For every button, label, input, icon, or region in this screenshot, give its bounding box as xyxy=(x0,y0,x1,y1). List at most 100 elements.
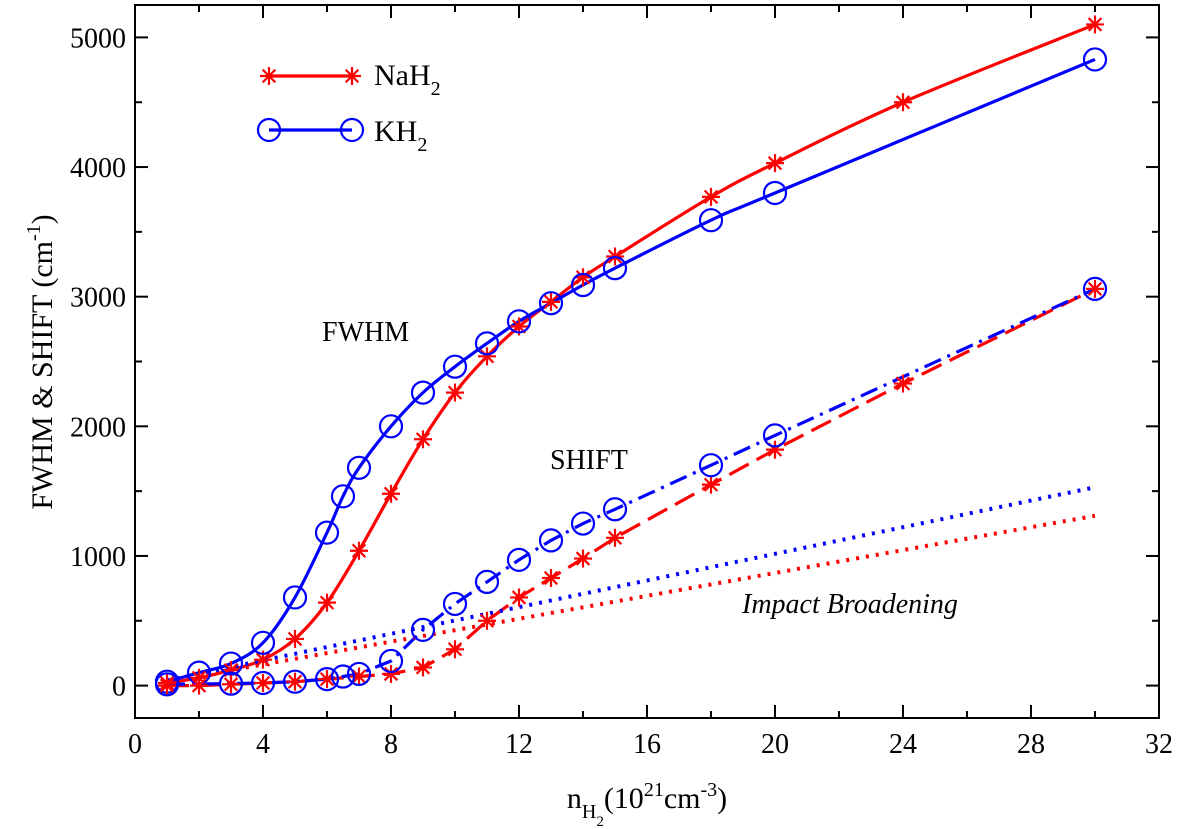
star-marker xyxy=(542,292,560,311)
series-line xyxy=(166,57,1096,684)
series-line xyxy=(166,287,1096,686)
star-marker xyxy=(478,347,496,366)
x-tick-label: 12 xyxy=(505,729,533,760)
circle-marker xyxy=(442,591,468,617)
circle-marker xyxy=(762,423,788,448)
star-marker xyxy=(574,268,592,287)
circle-marker xyxy=(378,648,404,674)
circle-marker xyxy=(410,617,436,642)
series-line xyxy=(166,485,1096,683)
circle-marker xyxy=(250,630,276,655)
star-marker xyxy=(766,154,784,173)
star-marker xyxy=(350,667,368,686)
x-tick-label: 24 xyxy=(889,729,917,760)
circle-marker xyxy=(346,455,372,480)
star-marker xyxy=(318,593,336,612)
circle-marker xyxy=(698,453,724,478)
x-tick-label: 20 xyxy=(761,729,789,760)
star-marker xyxy=(510,588,528,607)
series-lines xyxy=(166,22,1096,688)
annotation-shift: SHIFT xyxy=(550,445,628,476)
y-tick-label: 0 xyxy=(112,672,126,703)
circle-marker xyxy=(538,528,564,553)
legend-label-kh2: KH2 xyxy=(374,115,427,156)
circle-marker xyxy=(1082,276,1108,302)
star-marker xyxy=(894,93,912,112)
x-tick-label: 28 xyxy=(1017,729,1045,760)
circle-marker xyxy=(282,669,308,694)
circle-marker xyxy=(698,208,724,233)
star-marker xyxy=(702,475,720,494)
star-marker xyxy=(158,676,176,695)
x-tick-label: 16 xyxy=(633,729,661,760)
circle-marker xyxy=(250,670,276,696)
circle-marker xyxy=(602,497,628,522)
y-tick-label: 3000 xyxy=(70,283,126,314)
circle-marker xyxy=(410,380,436,405)
star-marker xyxy=(894,374,912,393)
star-marker xyxy=(190,676,208,695)
star-marker xyxy=(446,640,464,659)
axis-ticks: 0 4 8 12 16 20 24 28 32 0 1000 2000 3000 4000 5000 xyxy=(70,5,1173,760)
star-marker xyxy=(446,383,464,402)
star-marker xyxy=(574,549,592,568)
x-axis-title: nH2(1021cm-3) xyxy=(567,779,727,829)
circle-marker xyxy=(346,661,372,687)
legend: NaH2 KH2 xyxy=(256,59,441,156)
x-tick-label: 4 xyxy=(256,729,270,760)
y-tick-label: 5000 xyxy=(70,23,126,54)
x-tick-label: 32 xyxy=(1145,729,1173,760)
series-line xyxy=(166,513,1096,684)
circle-marker xyxy=(538,291,564,316)
star-marker xyxy=(382,484,400,503)
star-marker xyxy=(414,430,432,449)
circle-marker xyxy=(218,651,244,676)
circle-marker xyxy=(218,671,244,696)
circle-marker xyxy=(1082,47,1108,72)
legend-label-nah2: NaH2 xyxy=(374,59,441,100)
star-marker xyxy=(286,672,304,691)
legend-circle-marker xyxy=(256,117,282,143)
annotation-fwhm: FWHM xyxy=(322,317,409,348)
y-tick-label: 4000 xyxy=(70,153,126,184)
series-markers xyxy=(154,15,1108,697)
star-marker xyxy=(382,664,400,683)
y-tick-label: 1000 xyxy=(70,542,126,573)
circle-marker xyxy=(570,511,596,536)
star-marker xyxy=(414,658,432,677)
x-tick-label: 0 xyxy=(128,729,142,760)
star-marker xyxy=(1086,15,1104,34)
circle-marker xyxy=(378,414,404,439)
star-marker xyxy=(222,675,240,694)
circle-marker xyxy=(506,309,532,334)
star-marker xyxy=(1086,279,1104,298)
circle-marker xyxy=(330,484,356,509)
legend-circle-marker xyxy=(339,117,365,143)
circle-marker xyxy=(282,585,308,610)
annotation-impact-broadening: Impact Broadening xyxy=(741,589,958,620)
star-marker xyxy=(254,673,272,692)
star-marker xyxy=(350,541,368,560)
circle-marker xyxy=(570,272,596,298)
star-marker xyxy=(702,187,720,206)
star-marker xyxy=(286,629,304,648)
circle-marker xyxy=(506,547,532,572)
x-tick-label: 8 xyxy=(384,729,398,760)
legend-star-marker xyxy=(260,67,278,85)
circle-marker xyxy=(314,520,340,545)
circle-marker xyxy=(762,180,788,206)
star-marker xyxy=(478,611,496,630)
y-axis-title: FWHM & SHIFT (cm-1) xyxy=(23,214,59,509)
circle-marker xyxy=(330,664,356,689)
y-tick-label: 2000 xyxy=(70,412,126,443)
circle-marker xyxy=(442,354,468,379)
circle-marker xyxy=(474,331,500,356)
circle-marker xyxy=(474,569,500,594)
legend-star-marker xyxy=(343,67,361,85)
series-line xyxy=(166,22,1096,685)
circle-marker xyxy=(314,667,340,692)
circle-marker xyxy=(154,672,180,697)
star-marker xyxy=(542,568,560,587)
circle-marker xyxy=(602,256,628,281)
